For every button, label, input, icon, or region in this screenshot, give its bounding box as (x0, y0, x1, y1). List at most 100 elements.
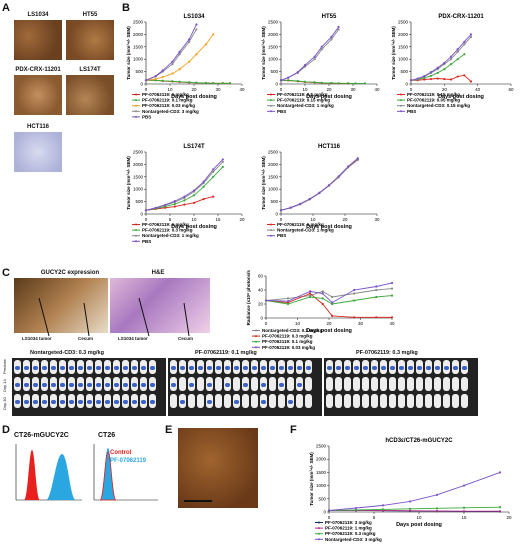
data-point (183, 199, 186, 202)
data-point (173, 202, 176, 206)
x-tick-label: 10 (310, 217, 316, 222)
data-point (347, 165, 350, 168)
y-tick-label: 1000 (316, 483, 327, 488)
data-point (462, 510, 466, 513)
data-point (212, 82, 215, 85)
series-line (280, 29, 339, 81)
data-point (375, 285, 378, 288)
series-line (145, 161, 224, 211)
data-point (408, 507, 412, 510)
data-point (363, 82, 367, 85)
data-point (353, 299, 356, 302)
x-tick-label: 0 (280, 217, 283, 222)
legend-label: PF-07062119: 0.3 mg/kg (325, 531, 376, 536)
y-tick-label: 2000 (268, 32, 279, 37)
chart-title: HT55 (322, 14, 337, 20)
data-point (188, 38, 191, 41)
data-point (463, 43, 466, 46)
data-point (390, 281, 394, 285)
legend-marker (318, 532, 320, 535)
data-point (330, 35, 333, 38)
data-point (178, 53, 181, 56)
data-point (498, 471, 502, 474)
data-point (228, 82, 232, 85)
x-tick-label: 10 (191, 217, 197, 222)
y-tick-label: 0 (140, 212, 143, 217)
data-point (204, 43, 208, 46)
data-point (435, 509, 439, 513)
panel-label-f: F (290, 424, 297, 436)
flow-title-right: CT26 (98, 432, 116, 439)
y-tick-label: 500 (135, 199, 143, 204)
legend-marker (270, 234, 272, 237)
data-point (330, 81, 333, 85)
flow-peak-pf-right (100, 448, 116, 500)
x-axis-label: Days post dosing (438, 94, 484, 100)
data-point (171, 63, 174, 66)
data-point (354, 506, 358, 510)
series-line (265, 295, 393, 305)
data-point (330, 38, 333, 41)
data-point (436, 71, 439, 74)
y-tick-label: 1000 (133, 187, 144, 192)
data-point (321, 297, 324, 300)
legend-label: PF-07062119: 0.03 mg/kg (262, 345, 315, 350)
he-label: H&E (151, 270, 165, 276)
data-point (390, 287, 394, 290)
data-point (178, 68, 181, 71)
x-axis-label: Days post dosing (396, 522, 442, 528)
data-point (286, 300, 290, 303)
x-tick-label: 20 (326, 87, 332, 92)
legend-marker (318, 527, 320, 530)
data-point (178, 50, 181, 53)
x-tick-label: 10 (295, 321, 301, 326)
legend-marker (135, 93, 137, 96)
y-axis-label: Tumor size (mm³+/- SEM) (261, 156, 266, 210)
legend-label: PBS (142, 239, 151, 244)
data-point (154, 74, 157, 78)
data-point (320, 48, 323, 51)
data-point (320, 81, 323, 84)
data-point (381, 508, 385, 511)
x-tick-label: 20 (191, 87, 197, 92)
data-point (436, 66, 439, 69)
ihc-caption-pdx: PDX-CRX-11201 (15, 67, 61, 73)
series-line (410, 34, 472, 81)
data-point (309, 290, 312, 293)
data-point (443, 77, 446, 81)
y-tick-label: 500 (318, 496, 326, 501)
data-point (381, 504, 385, 507)
legend-label: Nontargeted-CD3: 0.15 mg/kg (407, 103, 470, 108)
data-point (192, 201, 196, 204)
x-axis-label: Days post dosing (306, 328, 352, 334)
y-tick-label: 2500 (398, 20, 409, 25)
legend-label: PF-07062119: 0.3 mg/kg (262, 334, 313, 339)
y-tick-label: 60 (258, 274, 264, 279)
legend-marker (270, 99, 272, 102)
y-tick-label: 0 (260, 316, 263, 321)
data-point (354, 508, 358, 511)
data-point (498, 510, 502, 513)
chart-title: HCT116 (318, 144, 341, 150)
legend-marker (270, 104, 272, 107)
data-point (375, 295, 378, 299)
x-tick-label: 0 (145, 87, 148, 92)
x-tick-label: 0 (328, 515, 331, 520)
series-line (411, 74, 472, 82)
ihc-image-pdx (14, 75, 62, 115)
arrow-label-tumor-1: LS1034 tumor (22, 336, 52, 341)
legend-marker (255, 329, 257, 332)
chart-hct116: HCT116 0 500 1000 1500 2000 2500 0 10 20 30 Days po… (261, 144, 380, 238)
series-line (280, 26, 339, 81)
y-axis-label: Tumor size (mm³+/- SEM) (126, 26, 131, 80)
y-tick-label: 2000 (398, 32, 409, 37)
data-point (327, 509, 331, 512)
data-point (463, 74, 466, 77)
x-tick-label: 30 (350, 87, 356, 92)
gucy2c-ihc-image (14, 278, 108, 333)
data-point (144, 79, 148, 82)
x-tick-label: 40 (374, 87, 380, 92)
y-tick-label: 500 (270, 199, 278, 204)
legend-marker (255, 335, 257, 338)
data-point (171, 80, 174, 83)
